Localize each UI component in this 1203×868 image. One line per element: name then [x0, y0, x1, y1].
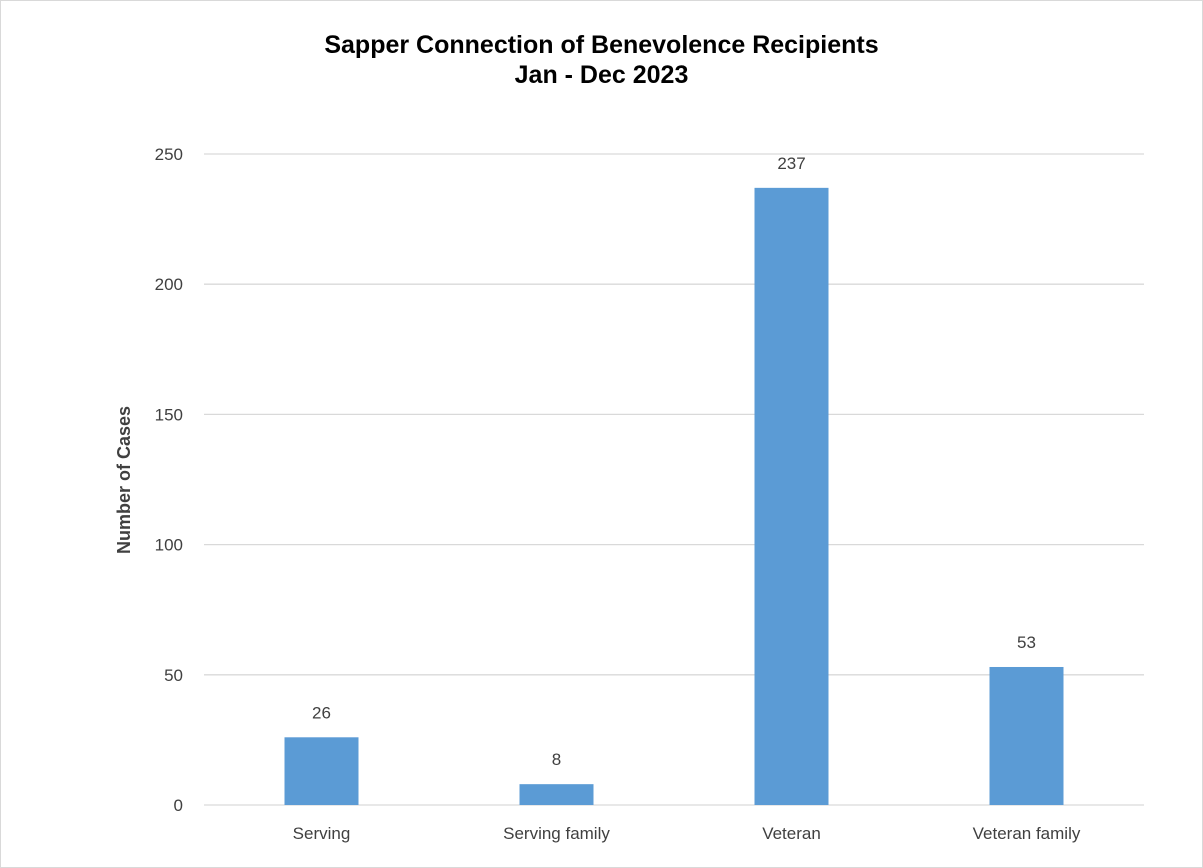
y-tick-label: 250	[155, 145, 183, 164]
data-label: 237	[777, 154, 805, 173]
bar	[284, 737, 359, 805]
bar	[519, 784, 594, 805]
y-tick-label: 150	[155, 405, 183, 424]
data-label: 8	[552, 750, 561, 769]
data-label: 53	[1017, 633, 1036, 652]
x-tick-label: Serving	[293, 824, 351, 843]
y-tick-label: 0	[174, 796, 183, 815]
y-tick-label: 50	[164, 666, 183, 685]
y-tick-label: 200	[155, 275, 183, 294]
data-label: 26	[312, 703, 331, 722]
x-tick-label: Serving family	[503, 824, 610, 843]
bar	[989, 666, 1064, 805]
y-tick-label: 100	[155, 536, 183, 555]
y-axis-label: Number of Cases	[114, 406, 134, 554]
chart-subtitle: Jan - Dec 2023	[514, 61, 689, 89]
chart-title: Sapper Connection of Benevolence Recipie…	[324, 31, 879, 59]
x-tick-label: Veteran family	[973, 824, 1081, 843]
bar	[754, 187, 829, 806]
x-tick-label: Veteran	[762, 824, 821, 843]
